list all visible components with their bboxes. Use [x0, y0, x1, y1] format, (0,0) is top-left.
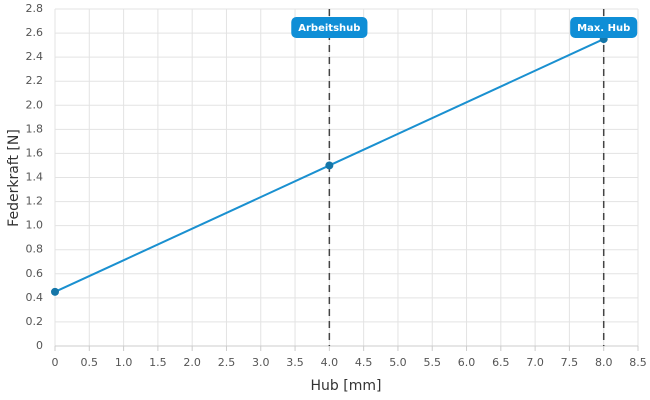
annotation-box	[570, 17, 638, 38]
y-tick-label: 2.6	[26, 26, 44, 39]
y-tick-label: 0	[36, 339, 43, 352]
x-tick-label: 2.5	[218, 356, 236, 369]
y-tick-label: 2.2	[26, 74, 44, 87]
x-tick-label: 8.0	[595, 356, 613, 369]
x-tick-label: 6.0	[458, 356, 476, 369]
x-tick-label: 0	[52, 356, 59, 369]
y-tick-label: 0.2	[26, 315, 44, 328]
x-tick-label: 3.5	[286, 356, 304, 369]
x-tick-label: 2.0	[183, 356, 201, 369]
x-tick-label: 6.5	[492, 356, 510, 369]
y-tick-label: 0.8	[26, 243, 44, 256]
grid	[54, 8, 639, 347]
annotation-box	[291, 17, 368, 38]
x-tick-label: 3.0	[252, 356, 270, 369]
data-point	[51, 287, 59, 296]
y-tick-label: 2.8	[26, 2, 44, 15]
x-tick-label: 1.5	[149, 356, 167, 369]
y-tick-label: 1.0	[26, 219, 44, 232]
x-tick-label: 8.5	[629, 356, 647, 369]
y-axis-title: Federkraft [N]	[6, 129, 22, 227]
y-tick-label: 0.6	[26, 267, 44, 280]
y-tick-label: 2.4	[26, 50, 44, 63]
x-axis-title: Hub [mm]	[311, 378, 382, 394]
data-point	[325, 161, 334, 170]
x-tick-label: 7.5	[561, 356, 579, 369]
annotation: Arbeitshub	[291, 17, 368, 38]
y-tick-label: 0.4	[26, 291, 44, 304]
annotation-label: Max. Hub	[577, 23, 630, 34]
y-tick-label: 1.8	[26, 122, 44, 135]
x-tick-label: 0.5	[81, 356, 99, 369]
y-tick-label: 1.4	[26, 171, 44, 184]
x-tick-label: 1.0	[115, 356, 133, 369]
x-tick-label: 5.5	[423, 356, 441, 369]
annotation: Max. Hub	[570, 17, 638, 38]
annotation-label: Arbeitshub	[298, 23, 360, 34]
x-tick-label: 4.5	[355, 356, 373, 369]
x-tick-label: 5.0	[389, 356, 407, 369]
x-tick-label: 4.0	[321, 356, 339, 369]
y-tick-label: 1.6	[26, 146, 44, 159]
y-tick-label: 2.0	[26, 98, 44, 111]
y-tick-label: 1.2	[26, 195, 44, 208]
x-tick-label: 7.0	[526, 356, 544, 369]
